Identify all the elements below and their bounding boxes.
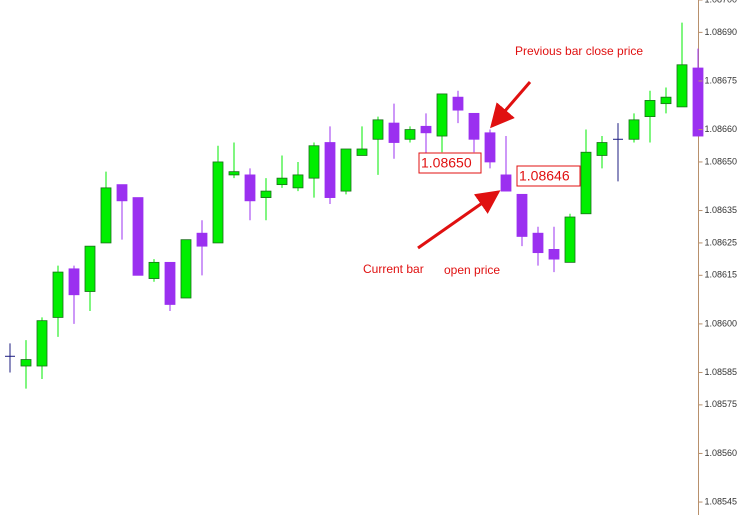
candle-body — [5, 355, 15, 357]
y-tick-label: 1.08615 — [705, 270, 738, 280]
candle-body — [516, 193, 528, 237]
candle-body — [564, 216, 576, 263]
candle-body — [212, 161, 224, 244]
candle-body — [628, 119, 640, 140]
candle-body — [20, 359, 32, 367]
candle-body — [260, 190, 272, 198]
price-label: 1.08646 — [519, 168, 570, 184]
candle-body — [52, 271, 64, 318]
y-tick-label: 1.08660 — [705, 124, 738, 134]
candle-body — [660, 96, 672, 105]
candle-body — [196, 232, 208, 247]
candle-body — [372, 119, 384, 140]
candle-body — [613, 138, 623, 140]
y-tick-label: 1.08625 — [705, 237, 738, 247]
y-tick-label: 1.08690 — [705, 27, 738, 37]
y-tick-label: 1.08545 — [705, 496, 738, 506]
price-box — [418, 152, 482, 174]
candle-body — [436, 93, 448, 137]
candle-body — [244, 174, 256, 202]
candle-body — [84, 245, 96, 292]
candle-body — [180, 239, 192, 299]
annotation: Previous bar close price — [515, 44, 643, 58]
candle-body — [596, 142, 608, 156]
candle-body — [292, 174, 304, 189]
candle-body — [692, 67, 704, 137]
candle-body — [532, 232, 544, 254]
candle-body — [548, 249, 560, 260]
candle-body — [36, 320, 48, 367]
candle-body — [276, 177, 288, 186]
candle-body — [484, 132, 496, 163]
y-tick-label: 1.08650 — [705, 156, 738, 166]
candle-body — [340, 148, 352, 192]
candle-body — [420, 125, 432, 134]
candle-body — [228, 171, 240, 176]
candle-body — [308, 145, 320, 179]
candle-body — [452, 96, 464, 111]
candle-body — [164, 261, 176, 305]
y-tick-label: 1.08575 — [705, 399, 738, 409]
y-tick-label: 1.08600 — [705, 318, 738, 328]
candle-body — [388, 122, 400, 143]
annotation: open price — [444, 263, 500, 277]
candle-body — [580, 151, 592, 215]
arrow — [417, 190, 501, 250]
candle-body — [404, 129, 416, 140]
y-tick-label: 1.08585 — [705, 367, 738, 377]
candle-body — [676, 64, 688, 108]
annotation: Current bar — [363, 262, 424, 276]
candles — [5, 22, 704, 389]
candle-body — [68, 268, 80, 296]
candle-body — [500, 174, 512, 192]
candle-body — [116, 184, 128, 202]
y-tick-label: 1.08700 — [705, 0, 738, 4]
y-tick-label: 1.08635 — [705, 205, 738, 215]
candle-body — [324, 142, 336, 198]
arrow — [490, 81, 532, 129]
candle-body — [644, 100, 656, 118]
y-tick-label: 1.08675 — [705, 75, 738, 85]
price-label: 1.08650 — [421, 155, 472, 171]
candle-body — [100, 187, 112, 244]
candle-body — [468, 112, 480, 140]
candle-body — [132, 197, 144, 276]
price-box — [516, 165, 581, 187]
candle-body — [356, 148, 368, 156]
candle-body — [148, 261, 160, 279]
y-tick-label: 1.08560 — [705, 448, 738, 458]
